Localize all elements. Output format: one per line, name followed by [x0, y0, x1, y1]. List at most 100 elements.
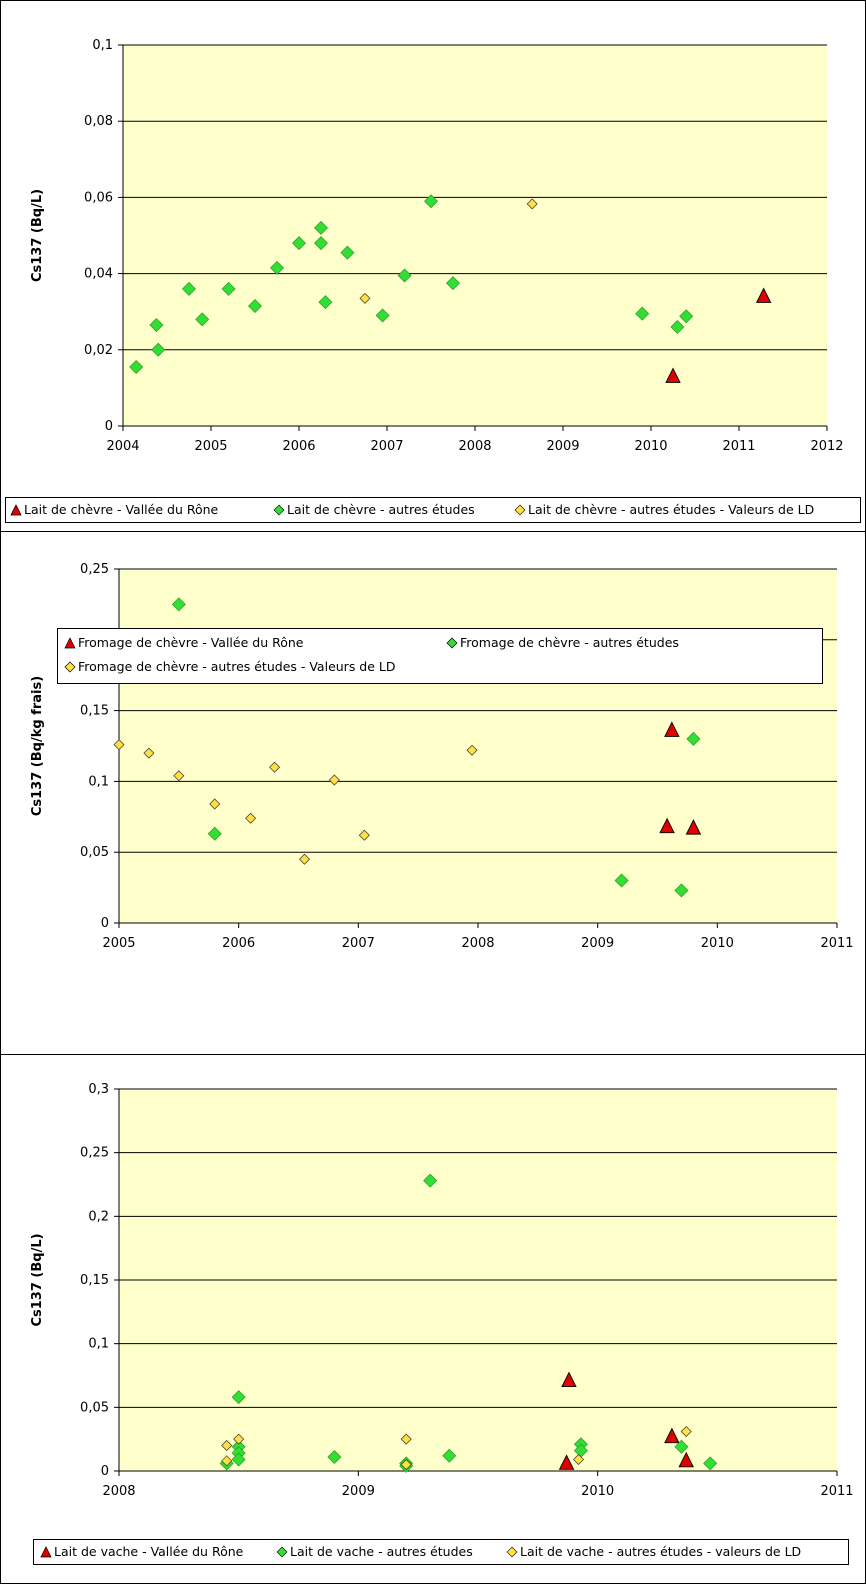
chart-1-legend: Lait de chèvre - Vallée du Rône Lait de … [5, 497, 861, 523]
chart-panel-2: 00,050,10,150,20,25200520062007200820092… [0, 531, 866, 1055]
data-point-diamond [674, 883, 689, 898]
data-point-diamond [182, 281, 196, 296]
data-point-diamond [151, 342, 166, 357]
data-point-triangle [755, 287, 772, 303]
y-tick-label: 0 [101, 1464, 109, 1479]
data-point-diamond [318, 295, 333, 310]
data-point-diamond [149, 318, 164, 333]
legend-item: Lait de vache - autres études - valeurs … [506, 1544, 801, 1560]
chart-panel-1: 0 0,02 0,04 0,06 0,08 0,1 2004 2005 2006 2007 2008… [0, 0, 866, 532]
legend-label: Lait de vache - Vallée du Rône [54, 1544, 244, 1559]
y-tick-label: 0 [105, 419, 113, 434]
x-tick-label: 2005 [102, 936, 135, 951]
data-point-diamond [358, 829, 370, 841]
x-tick-label: 2009 [546, 439, 579, 454]
data-point-triangle [685, 819, 702, 835]
data-point-diamond [231, 1452, 246, 1467]
data-point-diamond [526, 198, 538, 210]
data-point-triangle [664, 721, 680, 737]
x-tick-label: 2004 [106, 439, 139, 454]
y-tick-label: 0,1 [88, 774, 109, 789]
x-tick-label: 2011 [820, 1484, 853, 1499]
data-point-triangle [678, 1451, 694, 1468]
x-tick-label: 2009 [342, 1484, 375, 1499]
data-point-diamond [233, 1433, 245, 1445]
data-point-triangle [561, 1371, 577, 1388]
data-point-diamond [400, 1459, 412, 1471]
x-tick-label: 2011 [820, 936, 853, 951]
legend-label: Fromage de chèvre - autres études [460, 635, 679, 650]
y-axis-label: Cs137 (Bq/kg frais) [30, 676, 45, 816]
legend-item: Lait de chèvre - autres études [273, 502, 475, 518]
data-point-diamond [269, 761, 281, 773]
y-tick-label: 0,3 [88, 1082, 109, 1097]
data-point-diamond [221, 1440, 233, 1452]
data-point-diamond [670, 319, 685, 334]
x-tick-label: 2008 [461, 936, 494, 951]
data-point-diamond [614, 873, 629, 888]
x-tick-label: 2008 [102, 1484, 135, 1499]
y-tick-label: 0,2 [88, 1209, 109, 1224]
x-tick-label: 2007 [342, 936, 375, 951]
data-point-diamond [248, 298, 262, 313]
plot-area [119, 569, 837, 923]
data-point-diamond [635, 306, 650, 321]
chart-2-legend: Fromage de chèvre - Vallée du Rône Fromag… [57, 628, 823, 684]
data-point-diamond [359, 292, 371, 304]
data-point-diamond [221, 281, 236, 296]
legend-item: Fromage de chèvre - Vallée du Rône [64, 635, 303, 651]
x-tick-label: 2010 [581, 1484, 614, 1499]
data-point-triangle [664, 1427, 680, 1444]
y-tick-label: 0,1 [88, 1337, 109, 1352]
data-point-diamond [327, 1449, 342, 1464]
y-tick-label: 0,15 [80, 1273, 109, 1288]
x-tick-label: 2010 [701, 936, 734, 951]
y-tick-label: 0,05 [80, 1400, 109, 1415]
data-point-diamond [340, 245, 355, 260]
data-point-diamond [314, 236, 328, 251]
data-point-diamond [129, 359, 144, 374]
data-point-triangle [659, 817, 675, 834]
legend-item: Lait de chèvre - autres études - Valeurs… [514, 502, 814, 518]
legend-item: Lait de vache - autres études [276, 1544, 473, 1560]
data-point-diamond [703, 1456, 718, 1471]
y-tick-label: 0,08 [84, 114, 113, 129]
legend-label: Lait de chèvre - autres études [287, 502, 475, 517]
data-point-diamond [442, 1448, 457, 1463]
y-tick-label: 0,06 [84, 190, 113, 205]
x-tick-label: 2011 [722, 439, 755, 454]
data-point-diamond [424, 194, 438, 209]
data-point-diamond [466, 744, 478, 756]
legend-label: Fromage de chèvre - autres études - Vale… [78, 659, 396, 674]
legend-label: Lait de vache - autres études - valeurs … [520, 1544, 802, 1559]
legend-label: Lait de vache - autres études [290, 1544, 473, 1559]
y-tick-label: 0,25 [80, 1146, 109, 1161]
data-point-diamond [209, 798, 221, 810]
legend-label: Lait de chèvre - autres études - Valeurs… [528, 502, 815, 517]
plot-area [123, 45, 827, 426]
data-point-diamond [446, 276, 460, 291]
chart-panel-3: 0 0,05 0,1 0,15 0,2 0,25 0,3 2008 2009 2010 2011 Cs… [0, 1054, 866, 1584]
data-point-triangle [558, 1454, 575, 1470]
data-point-diamond [679, 309, 694, 324]
data-point-diamond [686, 731, 701, 746]
y-tick-label: 0,15 [80, 704, 109, 719]
data-point-diamond [328, 774, 340, 786]
data-point-diamond [245, 812, 257, 824]
legend-label: Fromage de chèvre - Vallée du Rône [78, 635, 304, 650]
data-point-diamond [221, 1455, 233, 1467]
x-tick-label: 2006 [282, 439, 315, 454]
legend-label: Lait de chèvre - Vallée du Rône [24, 502, 219, 517]
x-tick-label: 2010 [634, 439, 667, 454]
chart-3-legend: Lait de vache - Vallée du Rône Lait de v… [33, 1539, 849, 1565]
data-point-diamond [375, 308, 390, 323]
data-point-diamond [270, 260, 284, 275]
chart-2-plot: 00,050,10,150,20,25200520062007200820092… [30, 562, 854, 951]
y-axis-label: Cs137 (Bq/L) [30, 189, 45, 282]
y-tick-label: 0,05 [80, 845, 109, 860]
data-point-diamond [173, 770, 185, 782]
x-tick-label: 2012 [810, 439, 843, 454]
data-point-diamond [171, 597, 186, 612]
legend-item: Fromage de chèvre - autres études [446, 635, 679, 651]
x-tick-label: 2006 [222, 936, 255, 951]
